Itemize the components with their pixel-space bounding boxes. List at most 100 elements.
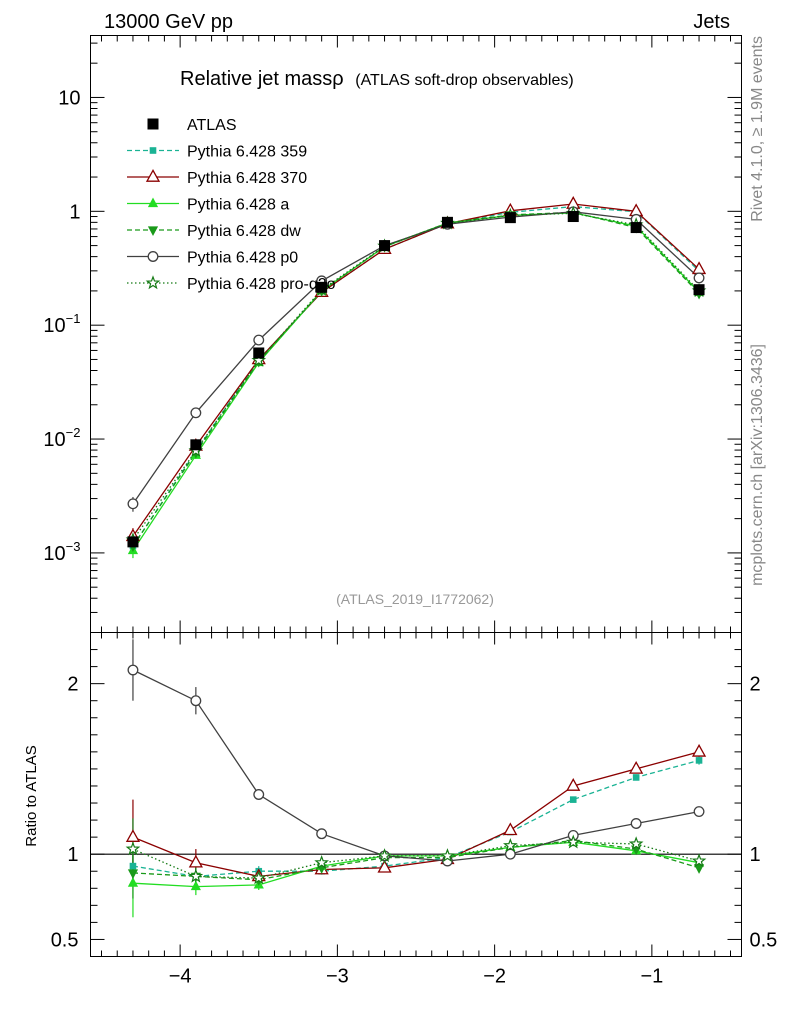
series-4-line <box>132 211 700 505</box>
y-tick-label-exp: −2 <box>66 425 81 440</box>
chart-subtitle: (ATLAS soft-drop observables) <box>355 72 573 89</box>
series-4-ratio-point <box>693 806 705 818</box>
series-5-ratio-point <box>565 834 581 849</box>
ratio-axes: −4 −3 −2 −1 0.5 0.5 1 1 2 2 <box>51 632 778 988</box>
series-0-ratio-line <box>132 759 700 878</box>
y-tick-label-exp: −3 <box>66 539 81 554</box>
atlas-data-point <box>504 212 516 224</box>
legend-label: Pythia 6.428 370 <box>187 170 307 187</box>
series-1-point <box>629 203 644 217</box>
ratio-y-tick-label-right: 0.5 <box>750 929 778 951</box>
series-5-ratio-point <box>188 868 204 883</box>
atlas-data-point <box>441 216 453 228</box>
series-2-ratio-point <box>190 880 201 891</box>
legend-label: Pythia 6.428 359 <box>187 144 307 161</box>
x-tick-label: −3 <box>326 966 349 988</box>
atlas-data-point <box>253 347 265 359</box>
series-1-line <box>132 203 700 537</box>
chart-title-symbol: ρ <box>332 68 343 90</box>
legend-marker <box>147 118 159 130</box>
ratio-y-tick-label: 1 <box>67 844 78 866</box>
chart-title-main: Relative jet mass <box>180 68 332 90</box>
y-tick-label-base: 10 <box>43 429 65 451</box>
series-4-point <box>693 272 705 284</box>
series-4-ratio-point <box>630 818 642 829</box>
legend: ATLAS Pythia 6.428 359 Pythia 6.428 370 Pyt… <box>127 117 336 293</box>
legend-label: Pythia 6.428 p0 <box>187 250 298 267</box>
series-5-ratio-point <box>125 841 141 856</box>
atlas-data-point <box>127 536 139 548</box>
chart-title: Relative jet massρ (ATLAS soft-drop obse… <box>180 68 574 90</box>
series-1-ratio-line <box>132 751 700 878</box>
series-1-ratio-point <box>377 859 392 873</box>
series-4-ratio-point <box>253 789 265 800</box>
y-tick-label: 1 <box>69 201 80 223</box>
series-4-point <box>127 498 139 510</box>
side-label-bottom: mcplots.cern.ch [arXiv:1306.3436] <box>749 344 766 586</box>
legend-label: Pythia 6.428 pro-q2o <box>187 276 336 293</box>
series-5-ratio-point <box>628 836 644 851</box>
legend-marker <box>147 226 159 236</box>
series-4-ratio-line <box>132 669 700 862</box>
series-4-point <box>190 407 202 419</box>
series-5-line <box>132 212 700 541</box>
y-tick-label: 10 <box>58 87 80 109</box>
series-5-ratio-point <box>251 870 267 885</box>
series-5-ratio-point <box>440 848 455 863</box>
legend-marker <box>149 147 157 154</box>
series-1-ratio-point <box>691 743 707 757</box>
ratio-plot-frame <box>90 632 742 957</box>
series-3-ratio-point <box>127 869 139 879</box>
legend-label: Pythia 6.428 dw <box>187 223 301 240</box>
analysis-id: (ATLAS_2019_I1772062) <box>336 591 494 607</box>
y-tick-label: 10−3 <box>43 539 80 565</box>
legend-label: Pythia 6.428 a <box>187 197 289 214</box>
series-1-ratio-point <box>188 854 203 868</box>
series-4-ratio-point <box>190 695 202 707</box>
series-5-ratio-line <box>132 841 700 879</box>
series-4-ratio-point <box>316 828 328 840</box>
x-tick-label: −2 <box>483 966 506 988</box>
y-tick-label-base: 10 <box>43 315 65 337</box>
series-5-ratio-point <box>691 853 707 868</box>
header-left: 13000 GeV pp <box>104 11 233 33</box>
series-5-point <box>251 352 267 367</box>
series-1-ratio-point <box>629 760 644 774</box>
series-1-ratio-point <box>566 778 581 791</box>
series-3-ratio-line <box>132 839 700 881</box>
series-5-ratio-point <box>377 848 392 863</box>
series-0-ratio-point <box>632 774 640 781</box>
series-2-ratio-point <box>127 877 139 887</box>
main-series-layer <box>125 196 707 559</box>
legend-marker <box>145 275 161 290</box>
series-1-ratio-point <box>125 829 141 842</box>
x-tick-label: −1 <box>640 966 663 988</box>
y-tick-label-base: 10 <box>43 543 65 565</box>
atlas-data-point <box>379 240 391 252</box>
legend-marker <box>145 169 161 182</box>
series-0-ratio-point <box>569 796 577 803</box>
series-4-ratio-point <box>504 848 516 860</box>
series-5-ratio-point <box>314 854 329 869</box>
ratio-series-layer <box>125 639 707 918</box>
x-tick-label: −4 <box>169 966 192 988</box>
atlas-data-point <box>316 281 328 293</box>
y-tick-label: 10−1 <box>43 311 80 337</box>
series-4-point <box>253 334 265 346</box>
ratio-y-tick-label-right: 2 <box>750 674 761 696</box>
series-1-ratio-point <box>503 822 518 836</box>
ratio-ylabel: Ratio to ATLAS <box>23 745 40 846</box>
y-tick-label: 10−2 <box>43 425 80 451</box>
legend-label: ATLAS <box>187 117 237 134</box>
ratio-y-tick-label: 2 <box>67 674 78 696</box>
header-right: Jets <box>693 11 730 33</box>
series-4-ratio-point <box>127 664 139 676</box>
y-tick-label-exp: −1 <box>66 311 81 326</box>
atlas-data-point <box>630 222 642 234</box>
series-0-ratio-point <box>129 862 137 870</box>
series-3-ratio-point <box>693 864 705 874</box>
legend-marker <box>147 251 159 262</box>
series-5-ratio-point <box>503 837 518 852</box>
